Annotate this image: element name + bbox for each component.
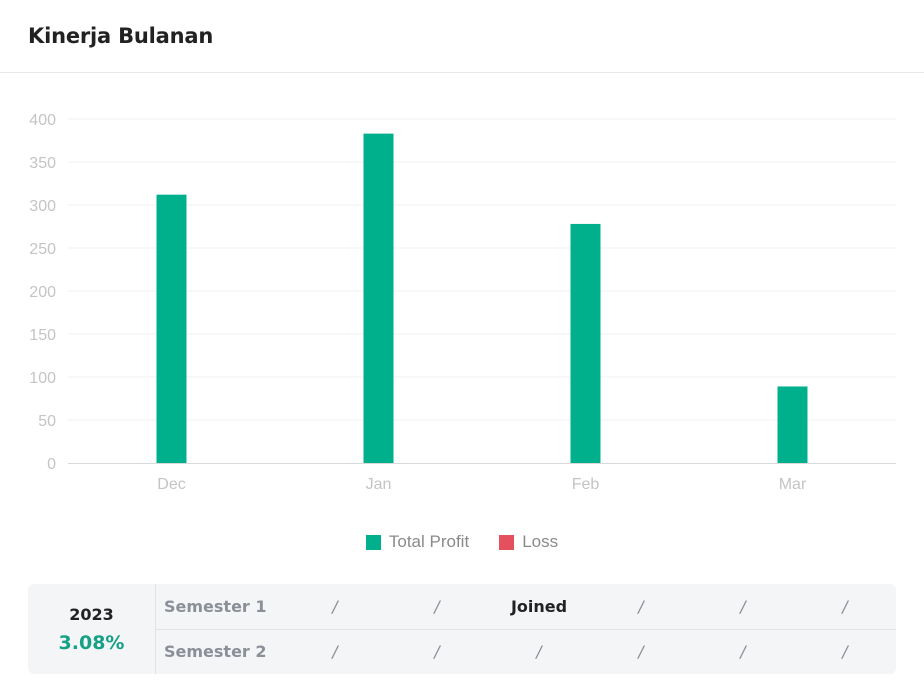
chart-legend: Total Profit Loss [0,532,924,552]
y-tick-label: 50 [38,413,56,430]
bar-total-profit-jan [363,133,394,463]
semester-cell: / [434,596,440,616]
semester-cell: / [332,596,338,616]
bar-total-profit-mar [777,386,808,463]
semester-cell: / [842,596,848,616]
semester-cell: / [638,596,644,616]
legend-item-loss[interactable]: Loss [499,532,558,552]
semester-cell: / [740,596,746,616]
x-tick-label: Jan [366,476,392,493]
summary-year-block: 2023 3.08% [28,584,156,674]
semester-cell: / [740,642,746,662]
semester-label: Semester 2 [164,642,267,662]
y-tick-label: 350 [29,155,56,172]
legend-item-total-profit[interactable]: Total Profit [365,532,470,552]
semester-cell-joined: Joined [510,596,568,616]
y-tick-label: 200 [29,284,56,301]
x-tick-label: Dec [157,476,185,493]
legend-label-loss: Loss [522,532,559,551]
y-tick-label: 0 [47,456,56,473]
semester-cell: / [842,642,848,662]
semester-rows: Semester 1 / / Joined / / / Semester 2 /… [156,584,896,674]
semester-row: Semester 1 / / Joined / / / [156,584,896,629]
bar-total-profit-feb [570,223,601,463]
card-title: Kinerja Bulanan [28,24,214,48]
y-tick-label: 300 [29,198,56,215]
legend-swatch-loss [499,534,515,550]
semester-cell: / [536,642,542,662]
x-tick-label: Mar [779,476,807,493]
y-tick-label: 100 [29,370,56,387]
semester-label: Semester 1 [164,596,267,616]
x-tick-label: Feb [572,476,600,493]
y-tick-label: 400 [29,112,56,129]
card-header: Kinerja Bulanan [0,0,924,73]
summary-year-value: 3.08% [58,631,125,654]
y-tick-label: 250 [29,241,56,258]
semester-row: Semester 2 / / / / / / [156,628,896,675]
semester-cell: / [332,642,338,662]
semester-cell: / [638,642,644,662]
legend-swatch-total-profit [365,534,381,550]
summary-panel: 2023 3.08% Semester 1 / / Joined / / / S… [28,584,896,674]
chart-area: 0 50 100 150 200 250 300 350 400 Dec Jan Feb Mar [0,73,924,503]
summary-year-label: 2023 [69,604,114,624]
semester-cell: / [434,642,440,662]
legend-label-total-profit: Total Profit [388,532,470,551]
y-tick-label: 150 [29,327,56,344]
bar-chart: 0 50 100 150 200 250 300 350 400 Dec Jan Feb Mar [29,112,896,493]
bar-total-profit-dec [156,194,187,463]
